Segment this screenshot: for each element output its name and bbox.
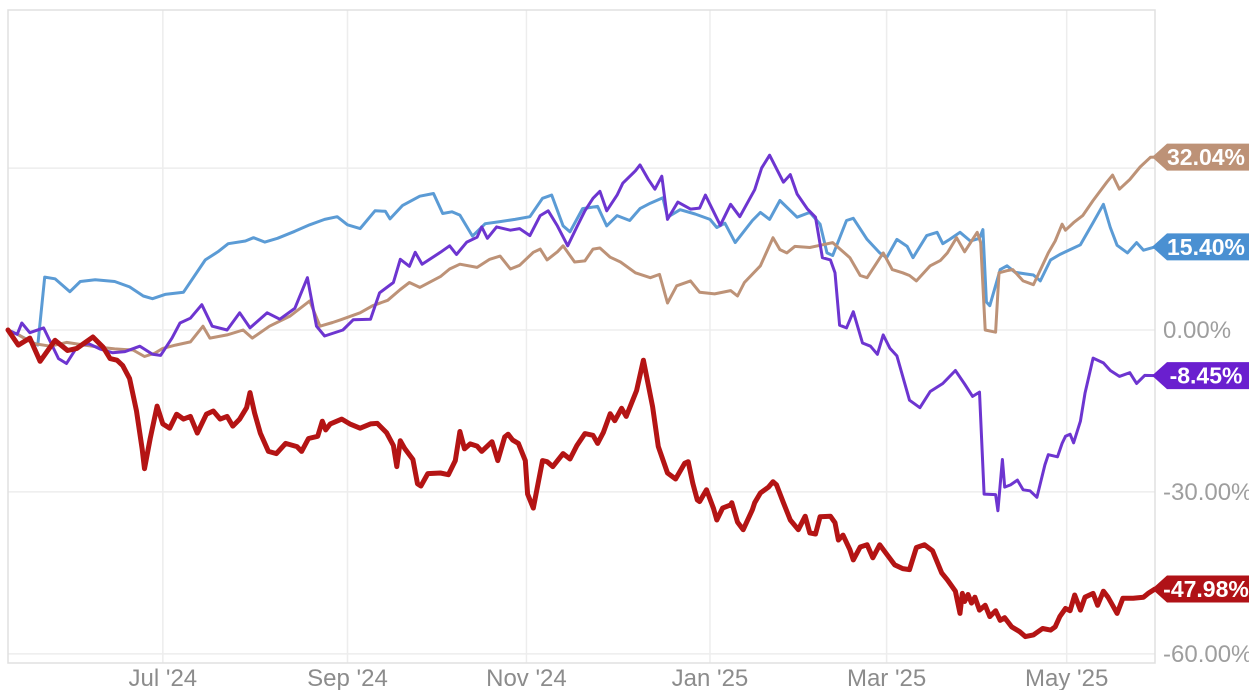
- x-axis-label: Jul '24: [129, 665, 198, 690]
- x-axis-label: Sep '24: [307, 665, 388, 690]
- tan-series-line[interactable]: [6, 155, 1157, 358]
- x-axis-label: Nov '24: [486, 665, 567, 690]
- x-axis-label: Jan '25: [672, 665, 749, 690]
- purple-end-badge-label: -8.45%: [1170, 363, 1243, 389]
- x-axis-label: Mar '25: [847, 665, 926, 690]
- tan-end-badge-label: 32.04%: [1167, 144, 1245, 170]
- plot-border: [7, 9, 1156, 664]
- purple-end-badge: [1152, 362, 1249, 390]
- blue-series-line[interactable]: [6, 192, 1157, 347]
- red-end-badge-label: -47.98%: [1163, 576, 1249, 602]
- y-axis-label: -30.00%: [1163, 479, 1249, 506]
- blue-end-badge: [1152, 233, 1249, 261]
- y-axis-label: 0.00%: [1163, 317, 1231, 344]
- blue-end-badge-label: 15.40%: [1167, 234, 1245, 260]
- x-axis-label: May '25: [1025, 665, 1108, 690]
- tan-end-badge: [1152, 143, 1249, 171]
- y-axis-label: -60.00%: [1163, 641, 1249, 668]
- red-end-badge: [1152, 575, 1249, 603]
- red-series-line[interactable]: [5, 327, 1158, 640]
- purple-series-line[interactable]: [6, 153, 1157, 513]
